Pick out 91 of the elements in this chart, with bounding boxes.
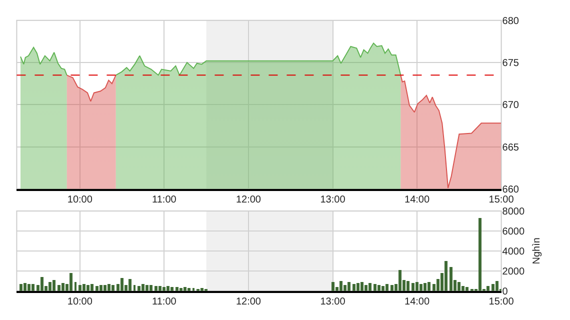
bar bbox=[492, 284, 495, 291]
bar bbox=[496, 281, 499, 291]
bar bbox=[406, 281, 410, 291]
bar bbox=[466, 287, 469, 291]
x-tick-label: 10:00 bbox=[67, 296, 93, 308]
bar bbox=[162, 287, 166, 291]
bar bbox=[20, 284, 23, 291]
bar bbox=[142, 284, 145, 291]
x-tick-label: 15:00 bbox=[488, 296, 514, 308]
bar bbox=[32, 284, 35, 291]
y-tick-label: 6000 bbox=[502, 226, 525, 238]
bar bbox=[424, 283, 427, 291]
bar bbox=[170, 287, 174, 291]
bar bbox=[180, 288, 183, 291]
bar bbox=[74, 282, 77, 291]
bar bbox=[382, 286, 385, 291]
bar bbox=[154, 286, 158, 291]
bar bbox=[420, 284, 423, 291]
x-tick-label: 10:00 bbox=[67, 194, 93, 206]
y-tick-label: 665 bbox=[502, 142, 520, 154]
bar bbox=[176, 287, 179, 291]
y-tick-label: 2000 bbox=[502, 266, 525, 278]
bar bbox=[360, 282, 364, 291]
bar bbox=[348, 282, 351, 291]
bar bbox=[128, 279, 132, 291]
bar bbox=[138, 286, 141, 291]
bar bbox=[62, 283, 65, 291]
y-tick-label: 4000 bbox=[502, 246, 525, 258]
bar bbox=[200, 288, 204, 291]
bar bbox=[478, 218, 482, 291]
x-tick-label: 15:00 bbox=[488, 194, 514, 206]
bar bbox=[344, 285, 347, 291]
bar bbox=[120, 278, 124, 291]
bar bbox=[90, 284, 94, 291]
bar bbox=[108, 284, 111, 291]
bar bbox=[166, 286, 170, 291]
y-tick-label: 680 bbox=[502, 16, 520, 27]
bar bbox=[58, 285, 61, 291]
bar bbox=[112, 285, 115, 291]
bar bbox=[340, 281, 343, 291]
bar bbox=[86, 285, 90, 291]
bar bbox=[52, 280, 56, 291]
bar bbox=[364, 285, 368, 291]
bar bbox=[24, 283, 27, 291]
x-tick-label: 14:00 bbox=[404, 194, 430, 206]
bar bbox=[368, 283, 372, 291]
bar bbox=[458, 282, 461, 291]
bar bbox=[184, 287, 187, 291]
bar bbox=[356, 283, 360, 291]
bar bbox=[450, 267, 453, 291]
bar bbox=[486, 286, 490, 291]
bar bbox=[428, 282, 431, 291]
bar bbox=[416, 282, 419, 291]
x-tick-label: 14:00 bbox=[404, 296, 430, 308]
bar bbox=[48, 282, 52, 291]
bar bbox=[40, 277, 44, 291]
y-tick-label: 670 bbox=[502, 100, 520, 112]
bar bbox=[104, 285, 107, 291]
bar bbox=[70, 273, 73, 291]
bar bbox=[150, 285, 153, 291]
y-tick-label: 8000 bbox=[502, 206, 525, 218]
x-tick-label: 12:00 bbox=[236, 296, 262, 308]
bar bbox=[78, 285, 82, 291]
bar bbox=[28, 284, 31, 291]
bar bbox=[82, 284, 86, 291]
x-tick-label: 11:00 bbox=[152, 296, 177, 308]
bar bbox=[390, 285, 394, 291]
bar bbox=[386, 284, 389, 291]
bar bbox=[134, 285, 136, 291]
bar bbox=[444, 261, 448, 291]
bar bbox=[188, 288, 191, 291]
bar bbox=[352, 284, 356, 291]
x-tick-label: 12:00 bbox=[236, 194, 262, 206]
bar bbox=[192, 288, 195, 291]
y-tick-label: 675 bbox=[502, 58, 520, 70]
y-tick-label: 660 bbox=[502, 184, 520, 196]
x-tick-label: 13:00 bbox=[320, 296, 346, 308]
bar bbox=[158, 286, 162, 291]
bar bbox=[100, 285, 103, 291]
y-axis-title: Nghìn bbox=[531, 238, 542, 264]
bar bbox=[462, 286, 465, 291]
bar bbox=[146, 285, 149, 291]
y-tick-label: 0 bbox=[502, 286, 508, 298]
bar bbox=[412, 283, 415, 291]
x-tick-label: 11:00 bbox=[152, 194, 177, 206]
x-tick-label: 13:00 bbox=[320, 194, 346, 206]
bar bbox=[374, 284, 377, 291]
bar bbox=[378, 285, 381, 291]
bar bbox=[398, 270, 402, 291]
bar bbox=[96, 286, 99, 291]
bar bbox=[332, 282, 335, 291]
